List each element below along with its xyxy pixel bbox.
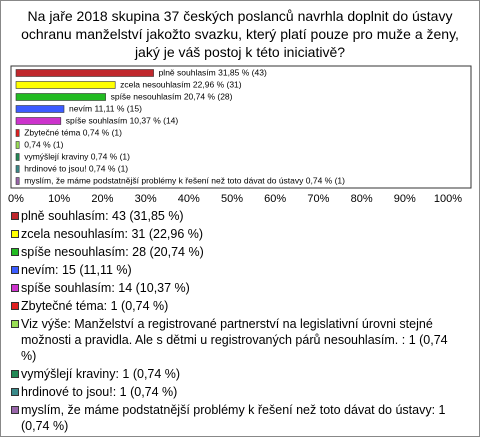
legend-item: zcela nesouhlasím: 31 (22,96 %) (11, 226, 466, 242)
legend-item: Viz výše: Manželství a registrované part… (11, 316, 466, 364)
legend-swatch (11, 230, 19, 238)
legend-item: spíše souhlasím: 14 (10,37 %) (11, 280, 466, 296)
bar (15, 153, 20, 161)
legend-swatch (11, 302, 19, 310)
legend-label: Zbytečné téma: 1 (0,74 %) (21, 299, 169, 313)
plot-frame (10, 65, 472, 189)
legend-item: Zbytečné téma: 1 (0,74 %) (11, 298, 466, 314)
x-tick-label: 80% (351, 193, 373, 205)
x-tick-label: 70% (307, 193, 329, 205)
bar (15, 105, 65, 113)
legend-swatch (11, 320, 19, 328)
x-tick-label: 30% (135, 193, 157, 205)
legend-label: Viz výše: Manželství a registrované part… (21, 317, 448, 363)
legend-label: spíše nesouhlasím: 28 (20,74 %) (21, 245, 204, 259)
bar-label: vymýšlejí kraviny 0,74 % (1) (24, 151, 130, 161)
bar-label: spíše souhlasím 10,37 % (14) (66, 115, 179, 125)
x-tick-label: 10% (48, 193, 70, 205)
bar (15, 177, 20, 185)
x-tick-label: 0% (8, 193, 24, 205)
bar-label: myslím, že máme podstatnější problémy k … (24, 175, 345, 185)
bar (15, 117, 62, 125)
bar-label: plně souhlasím 31,85 % (43) (159, 67, 267, 77)
legend-item: plně souhlasím: 43 (31,85 %) (11, 208, 466, 224)
x-tick-label: 90% (394, 193, 416, 205)
legend-swatch (11, 370, 19, 378)
legend-label: myslím, že máme podstatnější problémy k … (21, 403, 446, 433)
bar-label: hrdinové to jsou! 0,74 % (1) (24, 163, 128, 173)
legend-label: vymýšlejí kraviny: 1 (0,74 %) (21, 367, 181, 381)
x-tick-label: 60% (264, 193, 286, 205)
legend-label: zcela nesouhlasím: 31 (22,96 %) (21, 227, 204, 241)
bar (15, 165, 20, 173)
bar-label: nevím 11,11 % (15) (69, 103, 142, 113)
x-tick-label: 40% (178, 193, 200, 205)
legend-label: plně souhlasím: 43 (31,85 %) (21, 209, 184, 223)
chart-title: Na jaře 2018 skupina 37 českých poslanců… (21, 8, 459, 60)
bar-label: zcela nesouhlasím 22,96 % (31) (120, 79, 242, 89)
bar (15, 93, 106, 101)
legend-item: nevím: 15 (11,11 %) (11, 262, 466, 278)
legend: plně souhlasím: 43 (31,85 %) zcela nesouh… (11, 208, 466, 436)
bar (15, 129, 20, 137)
x-tick-label: 100% (434, 193, 462, 205)
legend-item: myslím, že máme podstatnější problémy k … (11, 402, 466, 434)
legend-swatch (11, 388, 19, 396)
legend-swatch (11, 248, 19, 256)
legend-swatch (11, 284, 19, 292)
legend-item: spíše nesouhlasím: 28 (20,74 %) (11, 244, 466, 260)
bar-label: Zbytečné téma 0,74 % (1) (24, 127, 122, 137)
legend-swatch (11, 266, 19, 274)
legend-label: spíše souhlasím: 14 (10,37 %) (21, 281, 190, 295)
bar-label: spíše nesouhlasím 20,74 % (28) (111, 91, 233, 101)
bar-label: 0,74 % (1) (24, 139, 63, 149)
legend-item: hrdinové to jsou!: 1 (0,74 %) (11, 384, 466, 400)
x-tick-label: 20% (91, 193, 113, 205)
legend-label: hrdinové to jsou!: 1 (0,74 %) (21, 385, 178, 399)
legend-swatch (11, 406, 19, 414)
bar (15, 81, 116, 89)
legend-swatch (11, 212, 19, 220)
bar (15, 141, 20, 149)
legend-item: vymýšlejí kraviny: 1 (0,74 %) (11, 366, 466, 382)
bar (15, 69, 154, 77)
x-tick-label: 50% (221, 193, 243, 205)
legend-label: nevím: 15 (11,11 %) (21, 263, 132, 277)
